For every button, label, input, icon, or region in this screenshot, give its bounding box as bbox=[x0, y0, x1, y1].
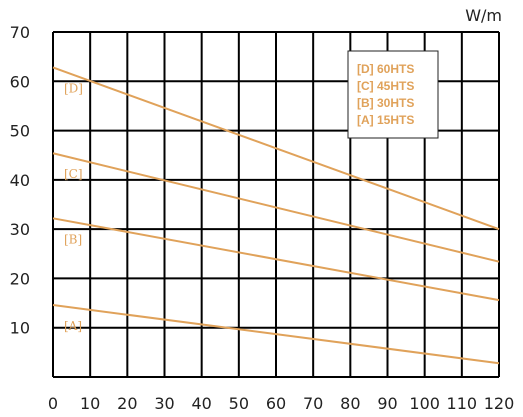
y-tick-label: 40 bbox=[10, 171, 30, 190]
x-tick-label: 90 bbox=[377, 394, 397, 413]
x-tick-label: 110 bbox=[447, 394, 478, 413]
unit-label: W/m bbox=[465, 6, 502, 25]
legend: [D] 60HTS [C] 45HTS [B] 30HTS [A] 15HTS bbox=[347, 50, 439, 139]
x-tick-label: 80 bbox=[340, 394, 360, 413]
y-tick-label: 50 bbox=[10, 122, 30, 141]
y-tick-label: 20 bbox=[10, 269, 30, 288]
series-tags: [A] [B] [C] [D] bbox=[64, 81, 83, 333]
legend-entry: [A] 15HTS bbox=[357, 113, 414, 127]
x-axis-tick-labels: 0 10 20 30 40 50 60 70 80 90 100 110 120 bbox=[48, 394, 514, 413]
legend-entry: [D] 60HTS bbox=[357, 62, 414, 76]
series-tag: [A] bbox=[64, 319, 82, 333]
x-tick-label: 100 bbox=[409, 394, 440, 413]
x-tick-label: 70 bbox=[303, 394, 323, 413]
series-tag: [C] bbox=[64, 167, 83, 181]
series-lines bbox=[52, 66, 500, 365]
x-tick-label: 120 bbox=[484, 394, 515, 413]
series-line bbox=[52, 66, 500, 231]
x-tick-label: 10 bbox=[80, 394, 100, 413]
series-tag: [B] bbox=[64, 232, 82, 246]
series-line bbox=[52, 152, 500, 263]
x-tick-label: 60 bbox=[266, 394, 286, 413]
legend-entry: [B] 30HTS bbox=[357, 96, 414, 110]
y-tick-label: 10 bbox=[10, 319, 30, 338]
series-line bbox=[52, 304, 500, 365]
x-tick-label: 30 bbox=[154, 394, 174, 413]
y-tick-label: 30 bbox=[10, 220, 30, 239]
legend-entry: [C] 45HTS bbox=[357, 79, 414, 93]
y-tick-label: 70 bbox=[10, 23, 30, 42]
x-tick-label: 20 bbox=[117, 394, 137, 413]
series-line bbox=[52, 217, 500, 302]
x-tick-label: 40 bbox=[191, 394, 211, 413]
legend-box bbox=[347, 50, 439, 139]
y-tick-label: 60 bbox=[10, 72, 30, 91]
x-tick-label: 0 bbox=[48, 394, 58, 413]
series-tag: [D] bbox=[64, 81, 83, 95]
legend-items: [D] 60HTS [C] 45HTS [B] 30HTS [A] 15HTS bbox=[357, 62, 414, 127]
x-tick-label: 50 bbox=[229, 394, 249, 413]
y-axis-tick-labels: 10 20 30 40 50 60 70 bbox=[10, 23, 30, 338]
